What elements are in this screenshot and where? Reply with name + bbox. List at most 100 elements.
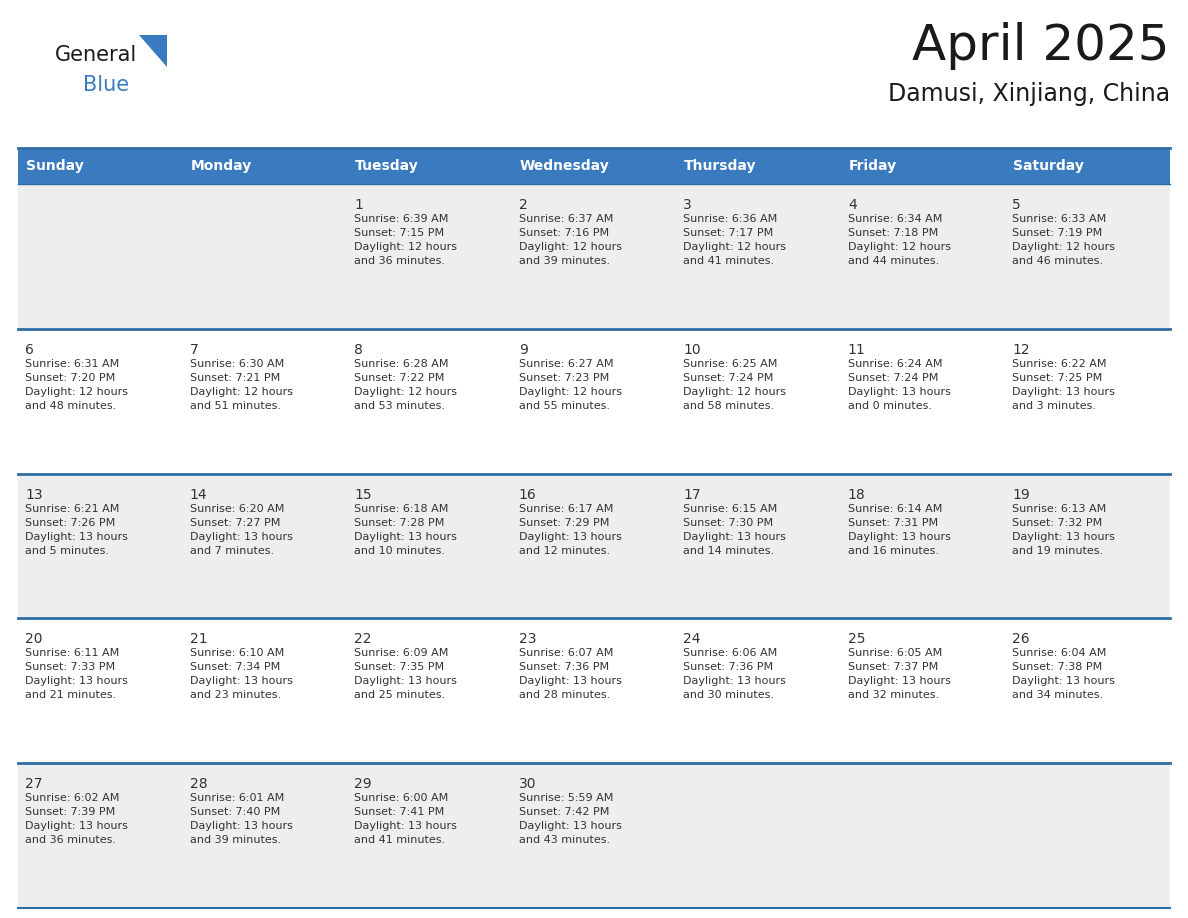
Text: General: General	[55, 45, 138, 65]
Text: Daylight: 13 hours: Daylight: 13 hours	[190, 822, 292, 831]
Text: and 7 minutes.: and 7 minutes.	[190, 545, 273, 555]
Text: 14: 14	[190, 487, 207, 501]
Text: Daylight: 12 hours: Daylight: 12 hours	[25, 386, 128, 397]
Bar	[512, 329, 676, 474]
Text: Sunset: 7:36 PM: Sunset: 7:36 PM	[519, 663, 608, 672]
Bar	[841, 148, 1005, 184]
Text: Sunset: 7:37 PM: Sunset: 7:37 PM	[848, 663, 939, 672]
Text: Sunrise: 6:27 AM: Sunrise: 6:27 AM	[519, 359, 613, 369]
Text: Sunset: 7:17 PM: Sunset: 7:17 PM	[683, 228, 773, 238]
Text: Sunset: 7:24 PM: Sunset: 7:24 PM	[683, 373, 773, 383]
Bar	[676, 329, 841, 474]
Text: Daylight: 13 hours: Daylight: 13 hours	[683, 677, 786, 687]
Text: Daylight: 12 hours: Daylight: 12 hours	[354, 242, 457, 252]
Bar	[841, 474, 1005, 619]
Text: Daylight: 12 hours: Daylight: 12 hours	[519, 242, 621, 252]
Bar	[18, 474, 183, 619]
Bar	[347, 619, 512, 763]
Text: Monday: Monday	[190, 159, 252, 173]
Text: Sunrise: 6:15 AM: Sunrise: 6:15 AM	[683, 504, 777, 513]
Text: Sunrise: 6:14 AM: Sunrise: 6:14 AM	[848, 504, 942, 513]
Text: Sunset: 7:22 PM: Sunset: 7:22 PM	[354, 373, 444, 383]
Bar	[347, 184, 512, 329]
Text: and 5 minutes.: and 5 minutes.	[25, 545, 109, 555]
Text: 23: 23	[519, 633, 536, 646]
Text: Daylight: 13 hours: Daylight: 13 hours	[354, 822, 457, 831]
Text: and 55 minutes.: and 55 minutes.	[519, 401, 609, 410]
Text: and 39 minutes.: and 39 minutes.	[190, 835, 280, 845]
Text: Daylight: 12 hours: Daylight: 12 hours	[354, 386, 457, 397]
Text: 1: 1	[354, 198, 364, 212]
Text: Daylight: 13 hours: Daylight: 13 hours	[1012, 532, 1116, 542]
Text: Sunset: 7:16 PM: Sunset: 7:16 PM	[519, 228, 608, 238]
Text: Sunrise: 6:31 AM: Sunrise: 6:31 AM	[25, 359, 119, 369]
Text: and 3 minutes.: and 3 minutes.	[1012, 401, 1097, 410]
Text: Sunrise: 6:34 AM: Sunrise: 6:34 AM	[848, 214, 942, 224]
Text: and 30 minutes.: and 30 minutes.	[683, 690, 775, 700]
Text: and 53 minutes.: and 53 minutes.	[354, 401, 446, 410]
Text: Daylight: 13 hours: Daylight: 13 hours	[1012, 386, 1116, 397]
Text: and 44 minutes.: and 44 minutes.	[848, 256, 939, 266]
Text: Daylight: 13 hours: Daylight: 13 hours	[519, 822, 621, 831]
Bar	[676, 474, 841, 619]
Text: 26: 26	[1012, 633, 1030, 646]
Text: Daylight: 13 hours: Daylight: 13 hours	[848, 677, 950, 687]
Text: and 39 minutes.: and 39 minutes.	[519, 256, 609, 266]
Bar	[1005, 619, 1170, 763]
Text: 4: 4	[848, 198, 857, 212]
Text: Sunrise: 6:10 AM: Sunrise: 6:10 AM	[190, 648, 284, 658]
Text: Sunrise: 5:59 AM: Sunrise: 5:59 AM	[519, 793, 613, 803]
Text: Sunset: 7:28 PM: Sunset: 7:28 PM	[354, 518, 444, 528]
Text: Daylight: 13 hours: Daylight: 13 hours	[519, 532, 621, 542]
Text: 19: 19	[1012, 487, 1030, 501]
Text: Wednesday: Wednesday	[519, 159, 609, 173]
Text: Daylight: 12 hours: Daylight: 12 hours	[683, 386, 786, 397]
Bar	[183, 474, 347, 619]
Bar	[676, 184, 841, 329]
Bar	[183, 148, 347, 184]
Text: April 2025: April 2025	[912, 22, 1170, 70]
Text: and 36 minutes.: and 36 minutes.	[25, 835, 116, 845]
Text: Sunrise: 6:11 AM: Sunrise: 6:11 AM	[25, 648, 119, 658]
Bar	[512, 148, 676, 184]
Bar	[512, 474, 676, 619]
Text: Sunset: 7:23 PM: Sunset: 7:23 PM	[519, 373, 609, 383]
Text: Sunrise: 6:24 AM: Sunrise: 6:24 AM	[848, 359, 942, 369]
Text: Sunrise: 6:39 AM: Sunrise: 6:39 AM	[354, 214, 449, 224]
Text: Damusi, Xinjiang, China: Damusi, Xinjiang, China	[887, 82, 1170, 106]
Text: and 36 minutes.: and 36 minutes.	[354, 256, 446, 266]
Text: Saturday: Saturday	[1013, 159, 1085, 173]
Text: and 25 minutes.: and 25 minutes.	[354, 690, 446, 700]
Text: Blue: Blue	[83, 75, 129, 95]
Text: and 34 minutes.: and 34 minutes.	[1012, 690, 1104, 700]
Bar	[512, 619, 676, 763]
Text: and 28 minutes.: and 28 minutes.	[519, 690, 609, 700]
Text: 8: 8	[354, 342, 364, 357]
Text: 7: 7	[190, 342, 198, 357]
Text: Sunrise: 6:33 AM: Sunrise: 6:33 AM	[1012, 214, 1107, 224]
Text: and 19 minutes.: and 19 minutes.	[1012, 545, 1104, 555]
Text: Daylight: 13 hours: Daylight: 13 hours	[683, 532, 786, 542]
Text: 9: 9	[519, 342, 527, 357]
Text: 5: 5	[1012, 198, 1022, 212]
Bar	[841, 329, 1005, 474]
Text: Daylight: 12 hours: Daylight: 12 hours	[848, 242, 950, 252]
Text: Daylight: 13 hours: Daylight: 13 hours	[1012, 677, 1116, 687]
Text: Daylight: 13 hours: Daylight: 13 hours	[190, 532, 292, 542]
Text: Sunset: 7:36 PM: Sunset: 7:36 PM	[683, 663, 773, 672]
Text: and 46 minutes.: and 46 minutes.	[1012, 256, 1104, 266]
Text: Sunrise: 6:06 AM: Sunrise: 6:06 AM	[683, 648, 777, 658]
Text: Sunrise: 6:36 AM: Sunrise: 6:36 AM	[683, 214, 777, 224]
Text: and 43 minutes.: and 43 minutes.	[519, 835, 609, 845]
Text: 11: 11	[848, 342, 866, 357]
Text: Tuesday: Tuesday	[355, 159, 419, 173]
Text: Sunset: 7:26 PM: Sunset: 7:26 PM	[25, 518, 115, 528]
Text: Sunset: 7:21 PM: Sunset: 7:21 PM	[190, 373, 280, 383]
Polygon shape	[139, 35, 168, 67]
Text: Sunrise: 6:28 AM: Sunrise: 6:28 AM	[354, 359, 449, 369]
Text: Sunrise: 6:20 AM: Sunrise: 6:20 AM	[190, 504, 284, 513]
Text: 15: 15	[354, 487, 372, 501]
Bar	[183, 329, 347, 474]
Text: Daylight: 13 hours: Daylight: 13 hours	[25, 532, 128, 542]
Text: Daylight: 12 hours: Daylight: 12 hours	[190, 386, 292, 397]
